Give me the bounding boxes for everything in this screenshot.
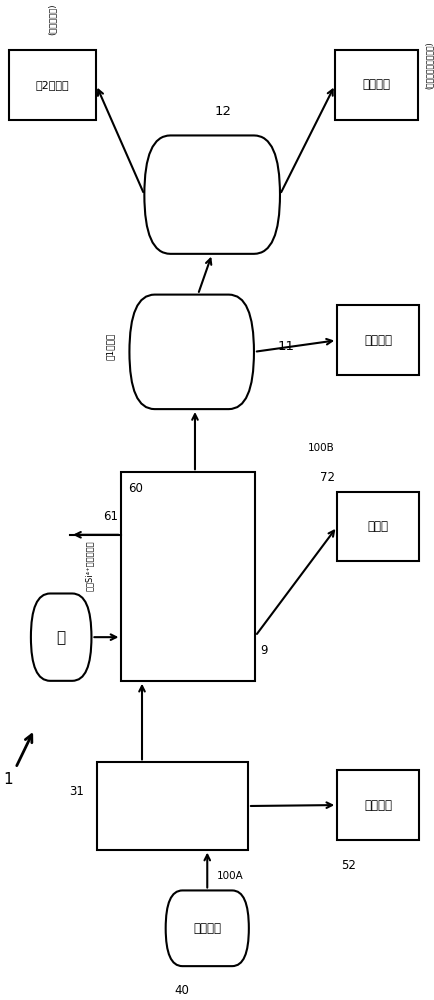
Bar [336,770,418,840]
Text: 钙: 钙 [56,630,66,645]
Text: 金属成分: 金属成分 [363,334,391,347]
Text: 除去Si⁴⁺的混酸废液: 除去Si⁴⁺的混酸废液 [85,541,94,591]
Text: 52: 52 [341,859,355,872]
Bar [96,762,247,850]
Text: 72: 72 [319,471,334,484]
Text: 40: 40 [174,984,189,997]
Text: 混酸废液: 混酸废液 [193,922,221,935]
Text: 12: 12 [214,105,231,118]
Text: 沉淀物: 沉淀物 [367,520,388,533]
Text: 第1馏出液: 第1馏出液 [105,333,115,360]
Text: 11: 11 [277,340,294,353]
Text: 100B: 100B [308,443,334,453]
Text: 31: 31 [69,785,84,798]
FancyBboxPatch shape [144,135,279,254]
FancyBboxPatch shape [129,295,253,409]
FancyBboxPatch shape [31,593,91,681]
Text: 9: 9 [260,644,267,657]
Text: (氢氟酸浓缩混酸回收): (氢氟酸浓缩混酸回收) [424,42,432,89]
Text: 61: 61 [103,510,118,523]
Text: 固体成分: 固体成分 [363,799,391,812]
Text: 100A: 100A [217,871,243,881]
Text: (混酸回收液): (混酸回收液) [48,4,57,35]
Bar [336,305,418,375]
FancyBboxPatch shape [165,890,248,966]
Bar [121,472,255,681]
Text: 第2馏出液: 第2馏出液 [36,80,69,90]
Text: 蒸馏残液: 蒸馏残液 [362,78,390,91]
Text: 1: 1 [3,772,13,787]
Bar [9,50,96,120]
Bar [334,50,417,120]
Bar [336,492,418,561]
Text: 60: 60 [128,482,142,495]
